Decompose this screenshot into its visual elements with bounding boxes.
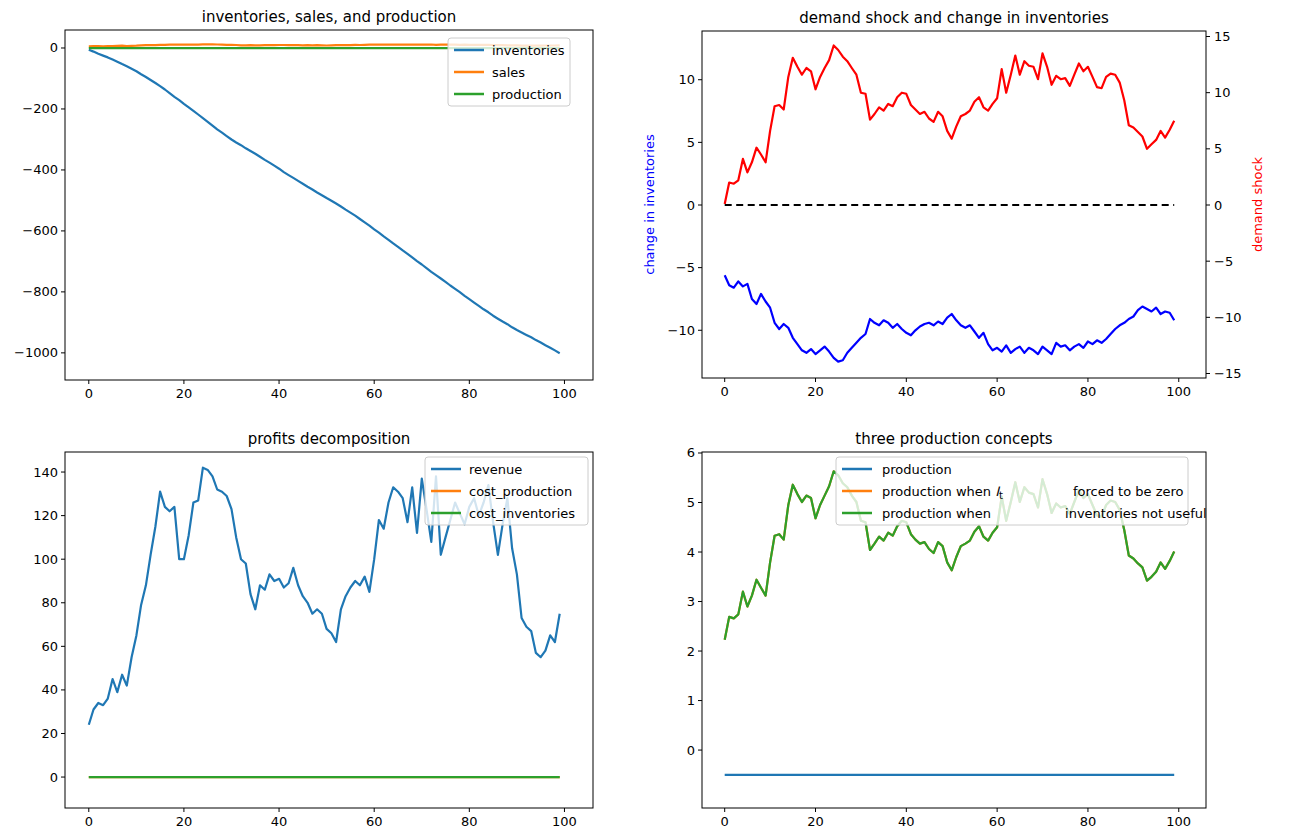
x-tick-label: 40 [898, 814, 915, 829]
y-tick-label: 5 [1214, 141, 1222, 156]
legend-label: production [492, 87, 562, 102]
x-tick-label: 80 [461, 386, 478, 401]
y-tick-label: 0 [50, 40, 58, 55]
y-tick-label: 10 [678, 72, 695, 87]
x-tick-label: 20 [176, 814, 193, 829]
y-tick-label: −800 [22, 284, 58, 299]
x-tick-label: 80 [461, 814, 478, 829]
x-tick-label: 60 [989, 814, 1006, 829]
figure-background [0, 0, 1297, 834]
y-tick-label: −10 [668, 323, 695, 338]
plot-title: profits decomposition [248, 430, 411, 448]
x-tick-label: 20 [176, 386, 193, 401]
y-tick-label: −200 [22, 101, 58, 116]
x-tick-label: 60 [366, 386, 383, 401]
y-tick-label: 120 [33, 508, 58, 523]
y-tick-label: 6 [687, 445, 695, 460]
x-tick-label: 60 [366, 814, 383, 829]
x-tick-label: 80 [1080, 814, 1097, 829]
y-tick-label: 1 [687, 693, 695, 708]
y-tick-label: −5 [1214, 254, 1233, 269]
y-tick-label: −1000 [14, 345, 58, 360]
y-tick-label: 5 [687, 495, 695, 510]
plot-title: inventories, sales, and production [202, 8, 457, 26]
chart-svg: inventories, sales, and production020406… [0, 0, 1297, 834]
y-tick-label: −400 [22, 162, 58, 177]
y-tick-label: −10 [1214, 310, 1241, 325]
x-tick-label: 0 [721, 384, 729, 399]
y-axis-label-left: change in inventories [642, 134, 657, 275]
x-tick-label: 40 [271, 386, 288, 401]
x-tick-label: 0 [721, 814, 729, 829]
y-tick-label: 2 [687, 644, 695, 659]
legend: inventories sales production [448, 38, 570, 106]
y-tick-label: 20 [41, 726, 58, 741]
y-tick-label: 40 [41, 682, 58, 697]
x-tick-label: 80 [1080, 384, 1097, 399]
y-tick-label: 10 [1214, 85, 1231, 100]
y-tick-label: 5 [687, 135, 695, 150]
x-tick-label: 100 [1166, 814, 1191, 829]
legend-label: cost_inventories [469, 506, 575, 521]
legend-label: production [882, 462, 952, 477]
y-axis-label-right: demand shock [1250, 156, 1265, 252]
x-tick-label: 20 [807, 814, 824, 829]
y-tick-label: 0 [1214, 198, 1222, 213]
y-tick-label: 60 [41, 639, 58, 654]
y-tick-label: 3 [687, 594, 695, 609]
x-tick-label: 100 [552, 386, 577, 401]
legend-label: revenue [469, 462, 522, 477]
y-tick-label: −600 [22, 223, 58, 238]
plot-title: three production concepts [855, 430, 1053, 448]
y-tick-label: 100 [33, 552, 58, 567]
legend-label: sales [492, 65, 525, 80]
x-tick-label: 0 [85, 814, 93, 829]
x-tick-label: 40 [271, 814, 288, 829]
plot-title: demand shock and change in inventories [799, 9, 1109, 27]
legend: productionproduction when Itforced to be… [836, 457, 1207, 525]
y-tick-label: 140 [33, 465, 58, 480]
y-tick-label: −5 [676, 260, 695, 275]
y-tick-label: −15 [1214, 366, 1241, 381]
x-tick-label: 0 [85, 386, 93, 401]
y-tick-label: 4 [687, 545, 695, 560]
y-tick-label: 0 [687, 743, 695, 758]
legend: revenue cost_production cost_inventories [425, 457, 588, 525]
y-tick-label: 0 [50, 770, 58, 785]
x-tick-label: 100 [552, 814, 577, 829]
x-tick-label: 100 [1166, 384, 1191, 399]
y-tick-label: 0 [687, 198, 695, 213]
legend-label: cost_production [469, 484, 572, 499]
y-tick-label: 15 [1214, 29, 1231, 44]
legend-label: inventories [492, 43, 565, 58]
figure-canvas: inventories, sales, and production020406… [0, 0, 1297, 834]
x-tick-label: 60 [989, 384, 1006, 399]
y-tick-label: 80 [41, 595, 58, 610]
x-tick-label: 40 [898, 384, 915, 399]
x-tick-label: 20 [807, 384, 824, 399]
